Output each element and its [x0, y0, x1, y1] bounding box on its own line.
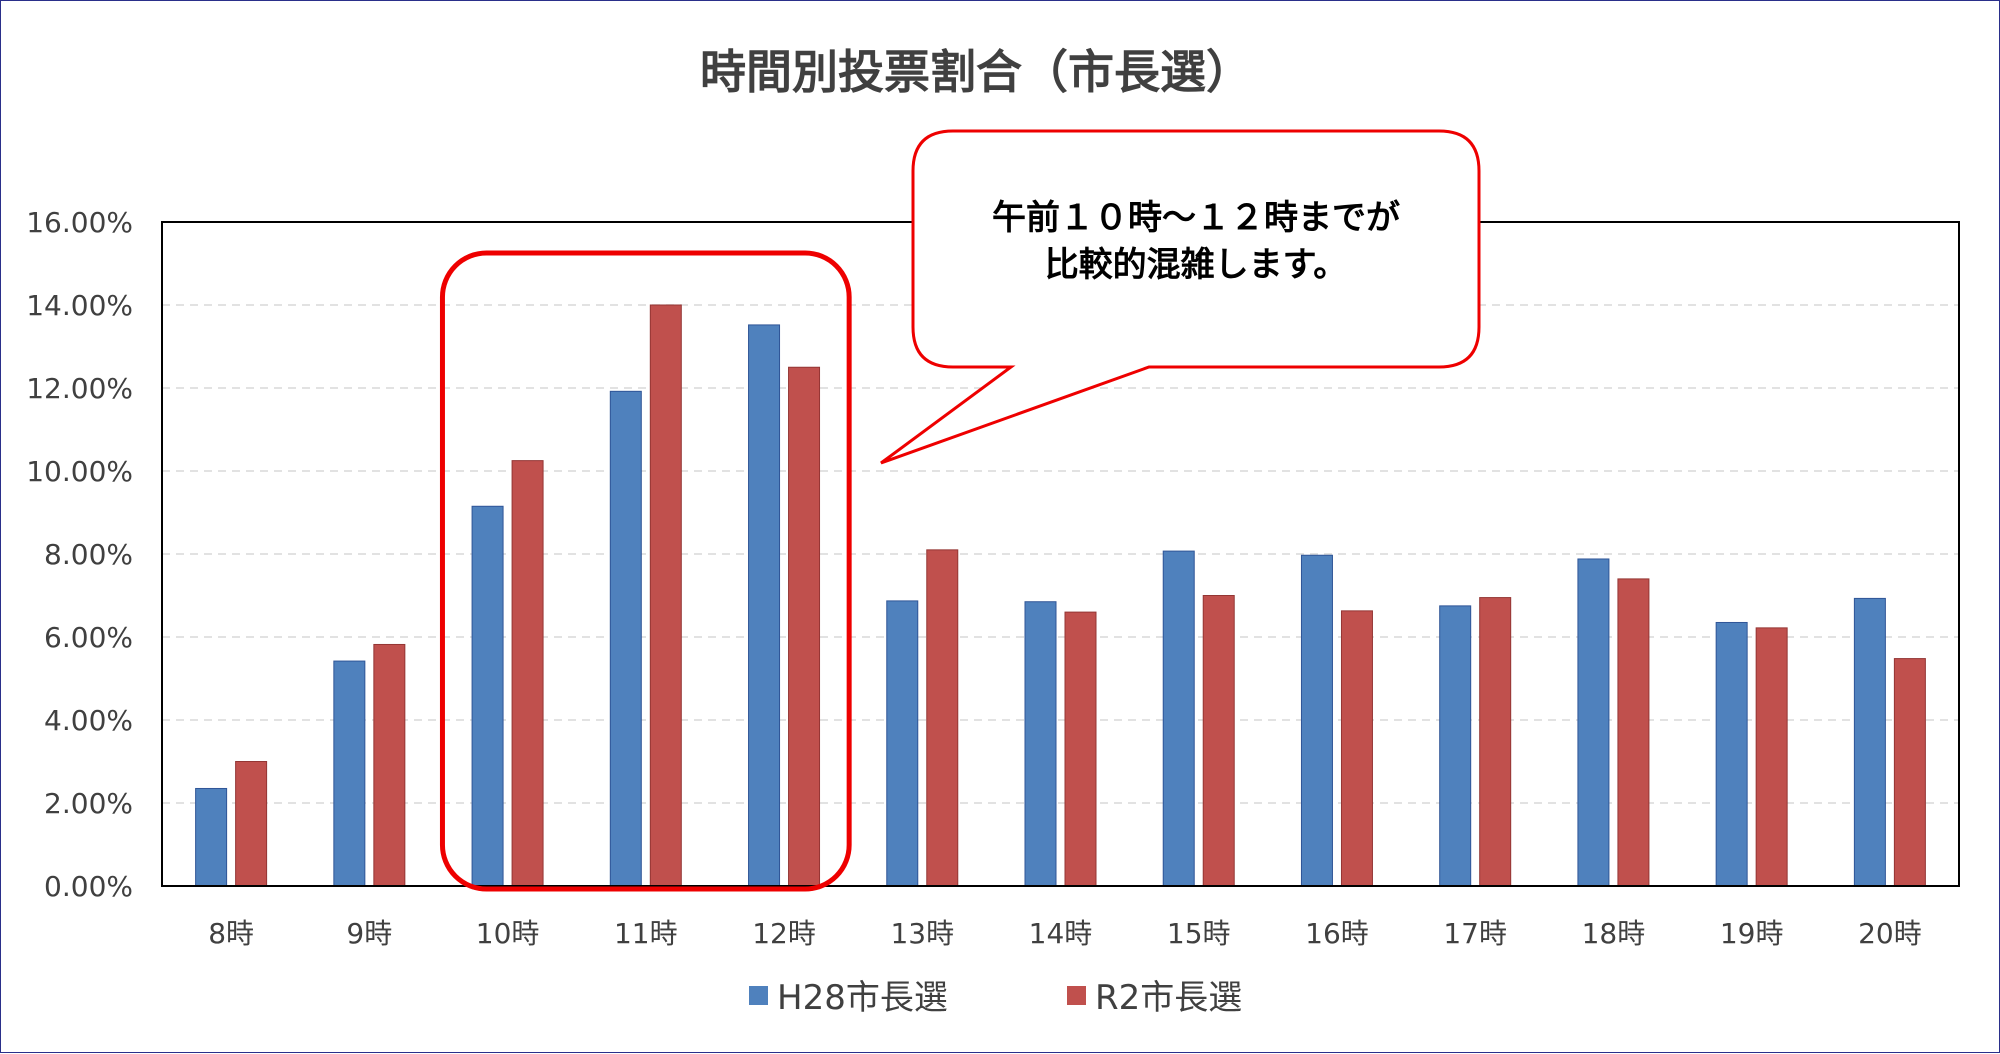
y-tick-label: 2.00% [44, 787, 133, 820]
bar-r2-9 [373, 643, 406, 887]
x-tick-label: 12時 [752, 917, 816, 950]
legend-label: H28市長選 [777, 978, 948, 1018]
bars [195, 304, 1926, 887]
x-tick-label: 10時 [476, 917, 540, 950]
bar-r2-12 [788, 366, 821, 887]
x-axis-ticks: 8時 9時 10時 11時 12時 13時 14時 15時 16時 17時 18時 19時 20時 [208, 917, 1922, 950]
bar-r2-19 [1755, 627, 1788, 887]
bar-r2-13 [926, 549, 959, 887]
y-axis-ticks: 0.00% 2.00% 4.00% 6.00% 8.00% 10.00% 12.00% 14.… [26, 206, 133, 903]
bar-h28-17 [1439, 605, 1472, 887]
chart-title: 時間別投票割合（市長選） [700, 45, 1252, 99]
y-tick-label: 4.00% [44, 704, 133, 737]
x-tick-label: 8時 [208, 917, 254, 950]
y-tick-label: 10.00% [26, 455, 133, 488]
y-tick-label: 16.00% [26, 206, 133, 239]
bar-h28-14 [1024, 601, 1057, 887]
bar-h28-16 [1300, 554, 1333, 887]
x-tick-label: 17時 [1443, 917, 1507, 950]
bar-r2-8 [235, 761, 268, 887]
y-tick-label: 0.00% [44, 870, 133, 903]
bar-h28-10 [471, 505, 504, 887]
bar-r2-20 [1893, 658, 1926, 887]
bar-h28-12 [748, 324, 781, 887]
callout-text-line: 比較的混雑します。 [1045, 245, 1348, 285]
y-tick-label: 14.00% [26, 289, 133, 322]
bar-r2-18 [1617, 578, 1650, 887]
legend-label: R2市長選 [1095, 978, 1242, 1018]
y-tick-label: 8.00% [44, 538, 133, 571]
bar-h28-13 [886, 600, 919, 887]
bar-h28-9 [333, 660, 366, 887]
bar-r2-11 [649, 304, 682, 887]
x-tick-label: 9時 [346, 917, 392, 950]
x-tick-label: 11時 [614, 917, 678, 950]
x-tick-label: 19時 [1720, 917, 1784, 950]
highlight-box [439, 250, 852, 892]
callout-bubble [880, 129, 1481, 465]
bar-h28-11 [609, 390, 642, 887]
bar-r2-15 [1202, 595, 1235, 887]
x-tick-label: 14時 [1029, 917, 1093, 950]
x-tick-label: 18時 [1582, 917, 1646, 950]
highlight-group [439, 250, 852, 892]
bar-r2-17 [1479, 597, 1512, 887]
bar-r2-16 [1340, 610, 1373, 887]
bar-h28-18 [1577, 558, 1610, 887]
legend-swatch [1067, 986, 1086, 1005]
bar-h28-8 [195, 787, 228, 887]
x-tick-label: 15時 [1167, 917, 1231, 950]
bar-h28-15 [1162, 550, 1195, 887]
legend-swatch [749, 986, 768, 1005]
x-tick-label: 20時 [1858, 917, 1922, 950]
callout-text-line: 午前１０時～１２時までが [992, 198, 1400, 238]
y-tick-label: 12.00% [26, 372, 133, 405]
bar-r2-10 [511, 460, 544, 887]
bar-r2-14 [1064, 611, 1097, 887]
bar-h28-20 [1853, 597, 1886, 887]
legend: H28市長選 R2市長選 [749, 978, 1242, 1018]
y-tick-label: 6.00% [44, 621, 133, 654]
bar-h28-19 [1715, 621, 1748, 887]
x-tick-label: 16時 [1305, 917, 1369, 950]
x-tick-label: 13時 [890, 917, 954, 950]
